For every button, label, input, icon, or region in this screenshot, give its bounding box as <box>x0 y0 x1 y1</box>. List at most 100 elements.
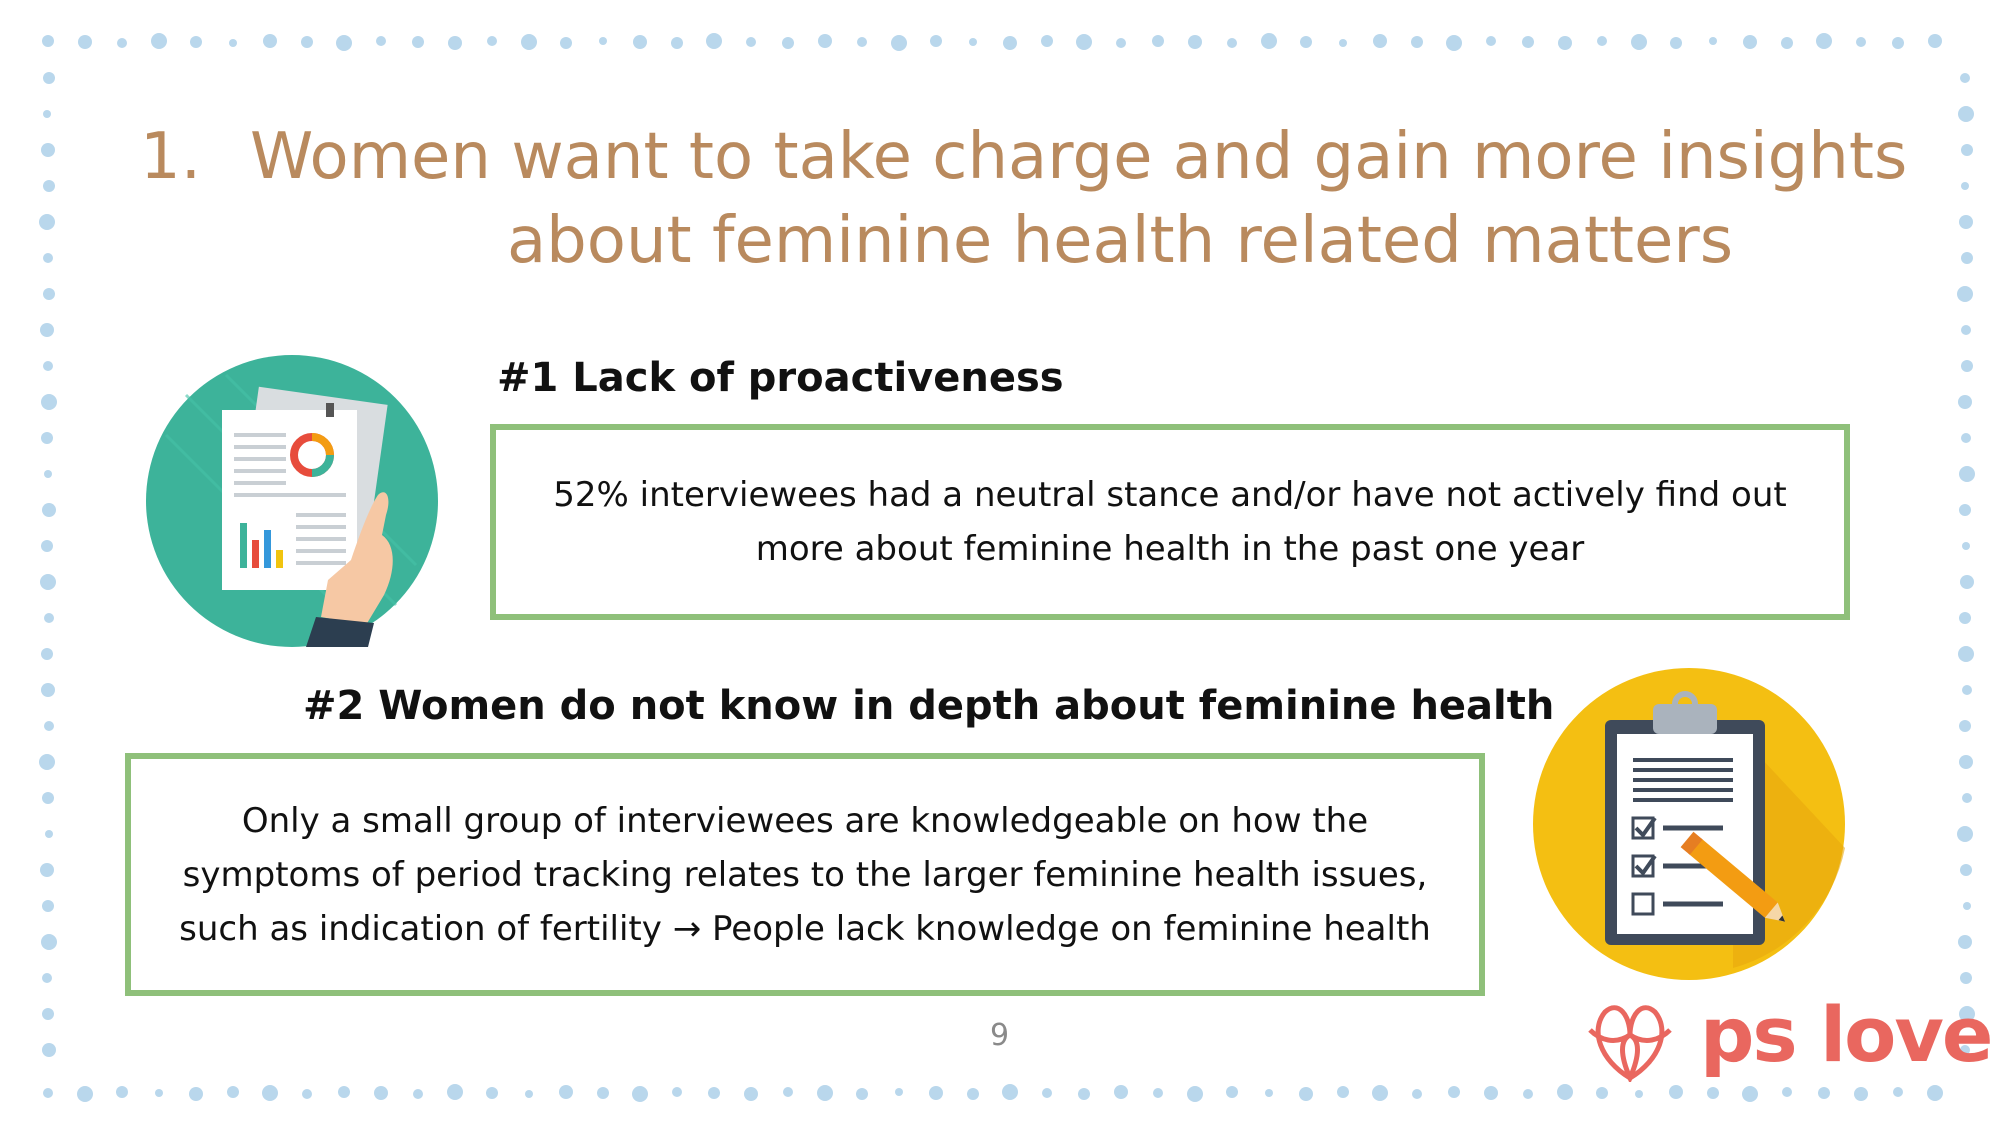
border-dot <box>1961 252 1973 264</box>
border-dot <box>1339 39 1347 47</box>
border-dot <box>42 792 54 804</box>
border-dot <box>1187 1086 1203 1102</box>
border-dot <box>41 432 53 444</box>
border-dot <box>448 36 462 50</box>
border-dot <box>39 214 55 230</box>
border-dot <box>78 35 92 49</box>
border-dot <box>41 143 55 157</box>
border-dot <box>43 110 51 118</box>
border-dot <box>1484 1086 1498 1100</box>
border-dot <box>40 574 56 590</box>
border-dot <box>41 648 53 660</box>
border-dot <box>1957 826 1973 842</box>
border-dot <box>374 1086 388 1100</box>
border-dot <box>376 36 386 46</box>
border-dot <box>1227 38 1237 48</box>
border-dot <box>1669 1085 1683 1099</box>
border-dot <box>1523 1089 1533 1099</box>
point-2-text: Only a small group of interviewees are k… <box>179 800 1431 949</box>
border-dot <box>1597 36 1607 46</box>
border-dot <box>1412 1089 1422 1099</box>
border-dot <box>302 1089 312 1099</box>
border-dot <box>1522 36 1534 48</box>
border-dot <box>151 33 167 49</box>
border-dot <box>42 900 54 912</box>
border-dot <box>1856 37 1866 47</box>
title-line-1: Women want to take charge and gain more … <box>250 120 1908 194</box>
border-dot <box>1635 1090 1643 1098</box>
border-dot <box>1963 902 1971 910</box>
border-dot <box>746 37 756 47</box>
border-dot <box>1961 144 1973 156</box>
border-dot <box>1153 1088 1163 1098</box>
border-dot <box>1781 37 1793 49</box>
border-dot <box>967 1088 979 1100</box>
border-dot <box>1958 935 1972 949</box>
border-dot <box>1114 1085 1128 1099</box>
point-1-box: 52% interviewees had a neutral stance an… <box>490 424 1850 620</box>
border-dot <box>1152 35 1164 47</box>
border-dot <box>42 35 54 47</box>
border-dot <box>560 37 572 49</box>
border-dot <box>486 1087 498 1099</box>
border-dot <box>1960 864 1972 876</box>
border-dot <box>44 721 54 731</box>
border-dot <box>1265 1089 1273 1097</box>
border-dot <box>1960 972 1972 984</box>
border-dot <box>413 1089 423 1099</box>
border-dot <box>1742 1086 1758 1102</box>
report-analysis-icon <box>146 355 438 647</box>
border-dot <box>40 323 54 337</box>
ps-love-logo-icon <box>1588 1005 1672 1082</box>
point-1-text: 52% interviewees had a neutral stance an… <box>553 475 1787 569</box>
border-dot <box>1958 395 1972 409</box>
border-dot <box>1188 35 1202 49</box>
border-dot <box>40 863 54 877</box>
border-dot <box>1041 35 1053 47</box>
border-dot <box>229 39 237 47</box>
title-line-2: about feminine health related matters <box>506 204 1734 278</box>
border-dot <box>1558 36 1572 50</box>
border-dot <box>895 1088 903 1096</box>
border-dot <box>1446 35 1462 51</box>
border-dot <box>1959 466 1975 482</box>
border-dot <box>1958 106 1974 122</box>
border-dot <box>1707 1087 1719 1099</box>
border-dot <box>1557 1084 1573 1100</box>
border-dot <box>708 1087 720 1099</box>
point-2-heading: #2 Women do not know in depth about femi… <box>303 683 1555 729</box>
border-dot <box>1962 793 1972 803</box>
border-dot <box>263 34 277 48</box>
border-dot <box>1961 433 1971 443</box>
border-dot <box>930 35 942 47</box>
border-dot <box>1893 1087 1903 1097</box>
border-dot <box>1962 685 1972 695</box>
page-number: 9 <box>990 1018 1010 1053</box>
border-dot <box>1959 612 1971 624</box>
border-dot <box>42 1008 54 1020</box>
border-dot <box>1299 1087 1313 1101</box>
border-dot <box>1818 1087 1830 1099</box>
border-dot <box>969 38 977 46</box>
border-dot <box>1960 575 1974 589</box>
point-2-box: Only a small group of interviewees are k… <box>125 753 1485 996</box>
border-dot <box>783 1087 793 1097</box>
border-dot <box>1337 1086 1349 1098</box>
border-dot <box>1596 1087 1608 1099</box>
border-dot <box>817 1085 833 1101</box>
border-dot <box>1961 325 1971 335</box>
border-dot <box>1854 1087 1868 1101</box>
border-dot <box>43 253 53 263</box>
border-dot <box>599 37 607 45</box>
border-dot <box>1372 1085 1388 1101</box>
border-dot <box>559 1085 573 1099</box>
point-1-heading: #1 Lack of proactiveness <box>497 355 1064 401</box>
border-dot <box>597 1087 609 1099</box>
border-dot <box>1959 720 1971 732</box>
border-dot <box>1300 36 1312 48</box>
title-number: 1. <box>140 120 202 194</box>
border-dot <box>671 37 683 49</box>
border-dot <box>44 613 54 623</box>
border-dot <box>1002 1084 1018 1100</box>
